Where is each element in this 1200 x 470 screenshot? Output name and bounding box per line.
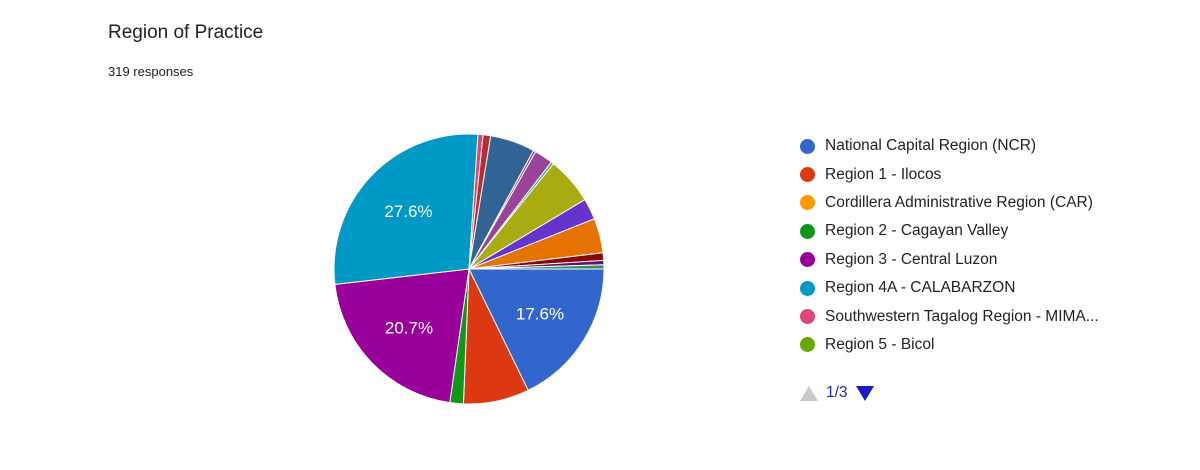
legend-color-swatch bbox=[800, 252, 815, 268]
legend-item[interactable]: Cordillera Administrative Region (CAR) bbox=[800, 189, 1099, 217]
legend-pager: 1/3 bbox=[800, 384, 874, 402]
legend-item[interactable]: Southwestern Tagalog Region - MIMA... bbox=[800, 302, 1099, 330]
legend-item[interactable]: Region 2 - Cagayan Valley bbox=[800, 217, 1099, 245]
legend-color-swatch bbox=[800, 223, 815, 239]
legend-label: National Capital Region (NCR) bbox=[825, 137, 1037, 155]
pie-slice-0[interactable] bbox=[468, 268, 605, 392]
legend-color-swatch bbox=[800, 167, 815, 183]
legend-item[interactable]: Region 1 - Ilocos bbox=[800, 160, 1099, 188]
legend-color-swatch bbox=[800, 309, 815, 325]
pie-slice-4[interactable] bbox=[334, 268, 470, 404]
legend-label: Cordillera Administrative Region (CAR) bbox=[825, 193, 1093, 211]
legend-prev-page-icon bbox=[800, 385, 818, 401]
pie-slice-label-4: 20.7% bbox=[385, 318, 433, 337]
legend-color-swatch bbox=[800, 280, 815, 296]
legend-color-swatch bbox=[800, 195, 815, 211]
legend-item[interactable]: Region 4A - CALABARZON bbox=[800, 274, 1099, 302]
legend-label: Southwestern Tagalog Region - MIMA... bbox=[825, 307, 1099, 325]
legend-label: Region 3 - Central Luzon bbox=[825, 250, 998, 268]
pie-slice-label-5: 27.6% bbox=[384, 202, 432, 221]
pie-slice-label-0: 17.6% bbox=[516, 304, 564, 323]
legend-color-swatch bbox=[800, 337, 815, 353]
pie-slice-5[interactable] bbox=[333, 133, 479, 285]
legend-color-swatch bbox=[800, 138, 815, 154]
legend-page-indicator: 1/3 bbox=[826, 384, 848, 401]
chart-title: Region of Practice bbox=[108, 22, 264, 43]
legend-next-page-icon[interactable] bbox=[855, 385, 874, 401]
chart-legend: National Capital Region (NCR) Region 1 - … bbox=[800, 132, 1099, 359]
response-count: 319 responses bbox=[108, 64, 194, 79]
legend-label: Region 5 - Bicol bbox=[825, 335, 935, 353]
legend-item[interactable]: Region 5 - Bicol bbox=[800, 331, 1099, 359]
legend-label: Region 1 - Ilocos bbox=[825, 165, 942, 183]
legend-item[interactable]: National Capital Region (NCR) bbox=[800, 132, 1099, 160]
pie-slice-18[interactable] bbox=[468, 264, 605, 270]
legend-item[interactable]: Region 3 - Central Luzon bbox=[800, 246, 1099, 274]
legend-label: Region 2 - Cagayan Valley bbox=[825, 222, 1009, 240]
legend-label: Region 4A - CALABARZON bbox=[825, 279, 1016, 297]
